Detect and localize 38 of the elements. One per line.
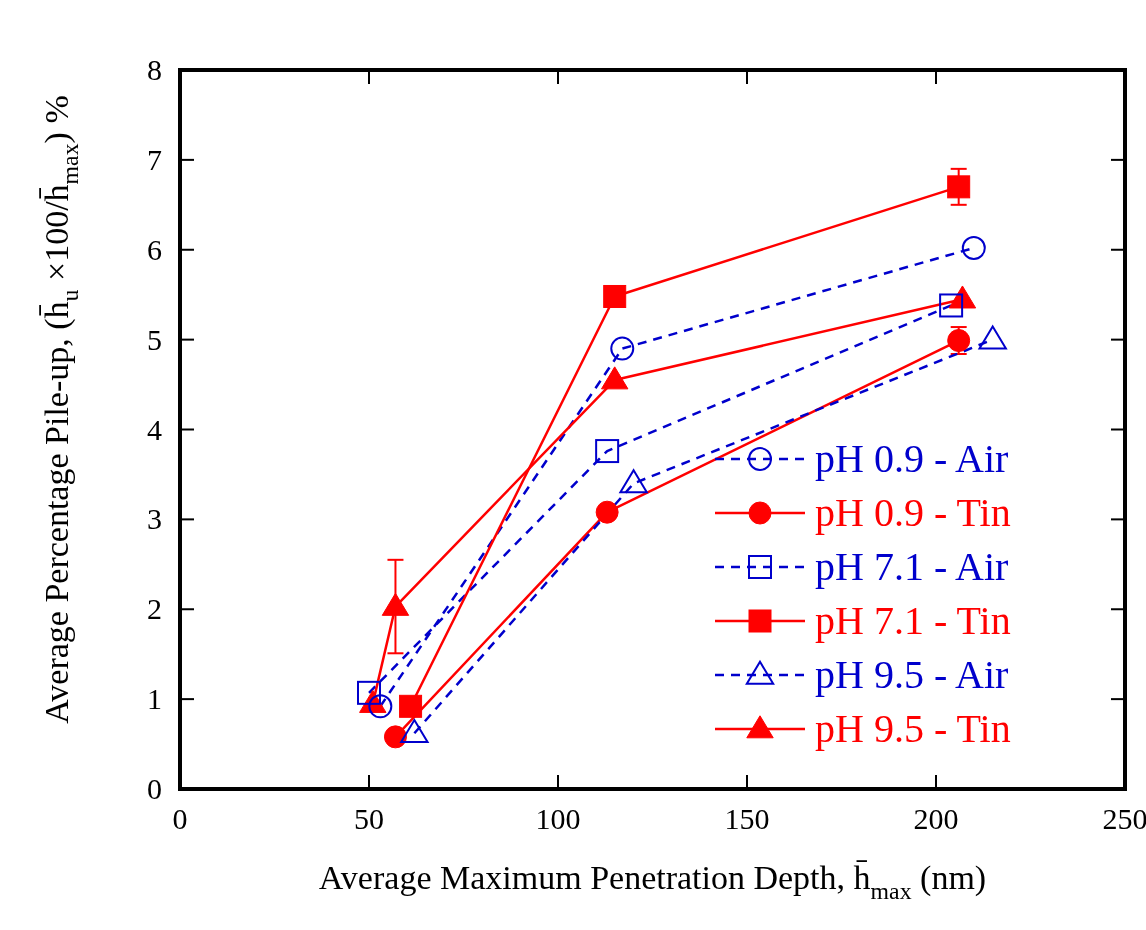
x-tick-label: 200 [913, 802, 959, 835]
point [603, 284, 627, 308]
y-tick-label: 7 [147, 142, 162, 176]
point [961, 235, 986, 260]
legend-label: pH 0.9 - Tin [815, 490, 1011, 535]
point [400, 719, 429, 744]
x-tick-label: 150 [724, 802, 770, 835]
point [381, 592, 410, 616]
y-tick-label: 3 [147, 502, 162, 536]
y-tick-label: 6 [147, 232, 162, 266]
y-tick-label: 4 [147, 412, 162, 446]
point [978, 325, 1007, 350]
point [357, 680, 381, 705]
x-axis-title: Average Maximum Penetration Depth, h̄$_{max}$ (nm) [318, 859, 987, 904]
legend-label: pH 7.1 - Air [815, 544, 1009, 589]
x-tick-label: 100 [535, 802, 581, 835]
y-tick-label: 0 [147, 772, 162, 805]
x-tick-label: 0 [172, 802, 188, 835]
legend-label: pH 0.9 - Air [815, 436, 1009, 481]
legend-label: pH 9.5 - Air [815, 652, 1009, 697]
y-tick-label: 5 [147, 322, 162, 356]
point [399, 694, 423, 718]
point [368, 694, 393, 719]
point [595, 500, 619, 524]
point [619, 469, 648, 494]
point [947, 175, 971, 199]
y-tick-label: 8 [147, 53, 162, 86]
x-tick-label: 50 [354, 802, 384, 835]
y-tick-label: 2 [147, 592, 162, 626]
point [601, 366, 629, 390]
point [383, 725, 407, 749]
y-tick-label: 1 [147, 682, 162, 716]
point [595, 439, 620, 464]
x-tick-label: 250 [1102, 802, 1146, 835]
point [939, 293, 964, 318]
point [610, 336, 635, 361]
legend-label: pH 9.5 - Tin [815, 706, 1011, 751]
legend-label: pH 7.1 - Tin [815, 598, 1011, 643]
